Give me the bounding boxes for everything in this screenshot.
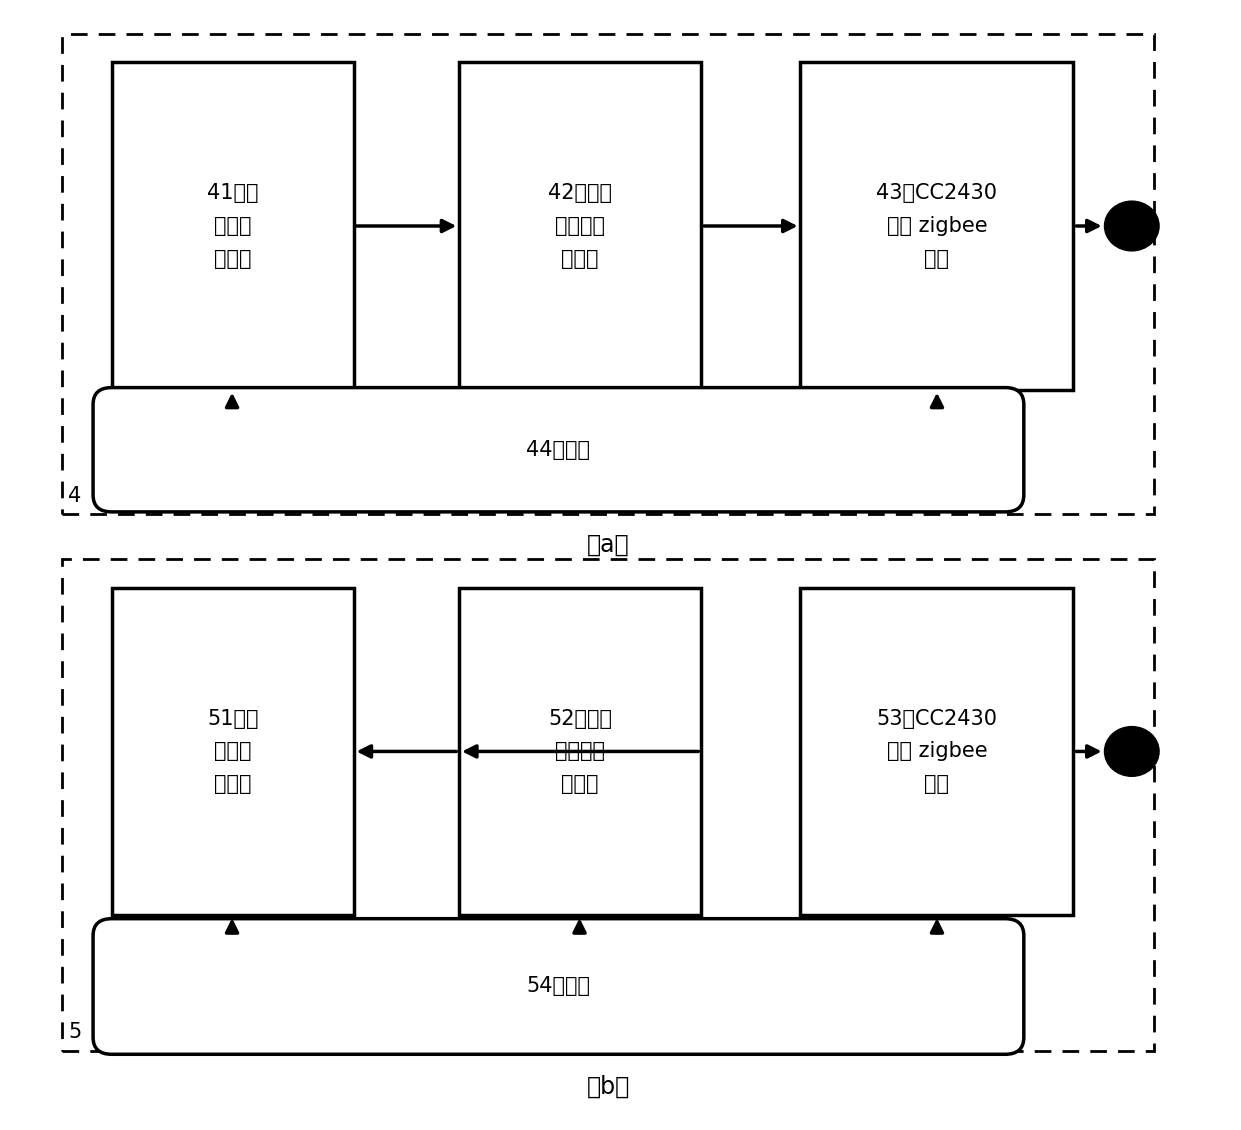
Bar bbox=[112, 62, 354, 390]
Text: 44、电源: 44、电源 bbox=[526, 440, 591, 460]
Text: 54、电源: 54、电源 bbox=[526, 976, 591, 997]
Circle shape bbox=[1104, 727, 1159, 776]
Bar bbox=[62, 559, 1154, 1051]
Bar bbox=[112, 588, 354, 915]
Circle shape bbox=[1104, 201, 1159, 251]
Text: 5: 5 bbox=[68, 1022, 82, 1042]
Text: 51、温
室调节
执行器: 51、温 室调节 执行器 bbox=[207, 709, 258, 794]
Bar bbox=[459, 62, 701, 390]
Text: 41、温
室环境
传感器: 41、温 室环境 传感器 bbox=[207, 183, 258, 269]
FancyBboxPatch shape bbox=[93, 919, 1024, 1054]
Text: （b）: （b） bbox=[587, 1075, 629, 1099]
Bar bbox=[800, 588, 1073, 915]
Bar bbox=[800, 62, 1073, 390]
FancyBboxPatch shape bbox=[93, 388, 1024, 512]
Text: 4: 4 bbox=[68, 486, 82, 506]
Bar bbox=[459, 588, 701, 915]
Text: 53、CC2430
无线 zigbee
模块: 53、CC2430 无线 zigbee 模块 bbox=[876, 709, 998, 794]
Text: 43、CC2430
无线 zigbee
模块: 43、CC2430 无线 zigbee 模块 bbox=[876, 183, 998, 269]
Bar bbox=[62, 34, 1154, 514]
Text: （a）: （a） bbox=[587, 532, 629, 557]
Text: 52、执行
器驱动接
口电路: 52、执行 器驱动接 口电路 bbox=[549, 709, 612, 794]
Text: 42、传感
器信息调
理电路: 42、传感 器信息调 理电路 bbox=[549, 183, 612, 269]
